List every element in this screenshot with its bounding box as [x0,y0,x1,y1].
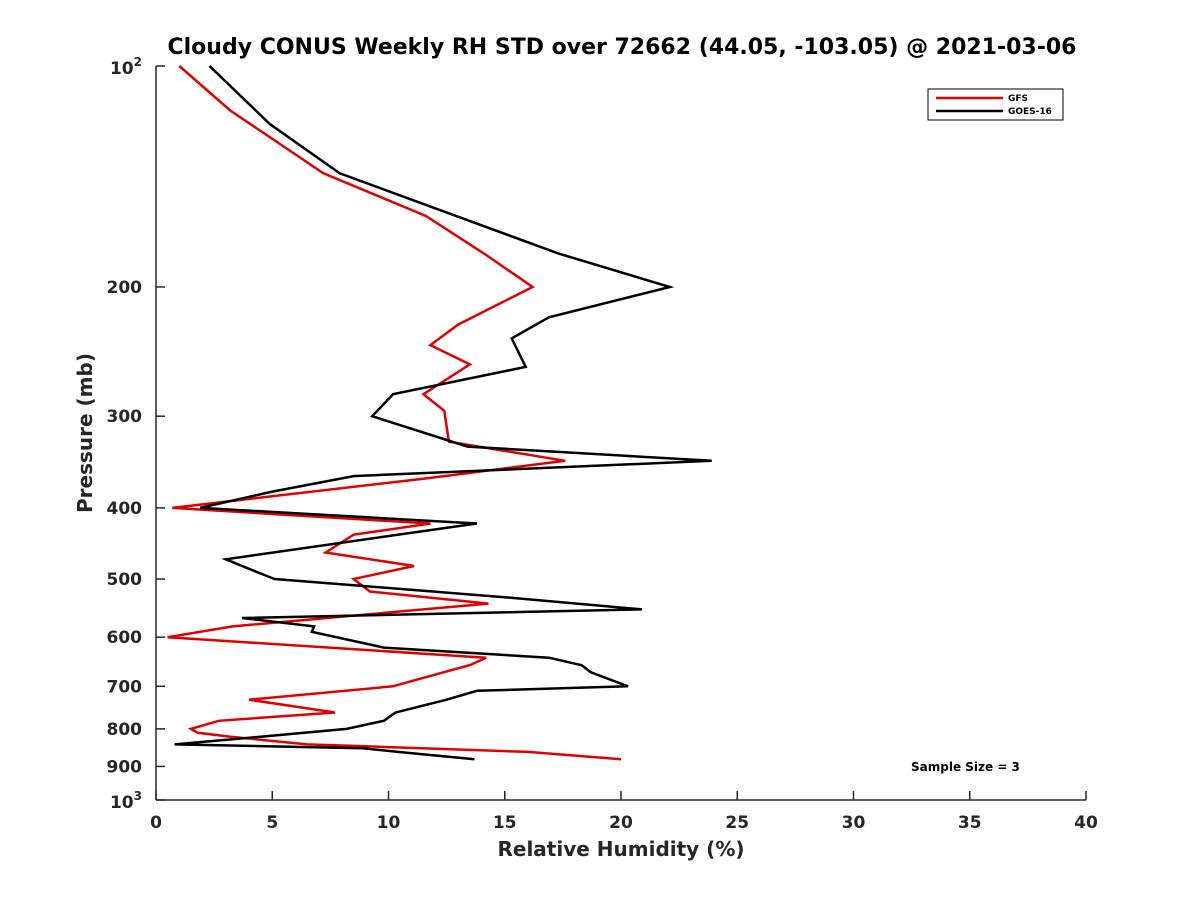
x-tick-label: 10 [377,813,401,833]
y-tick-label: 400 [107,499,143,519]
series-line-goes16 [174,65,712,761]
legend: GFS GOES-16 [927,88,1064,121]
x-tick-label: 5 [266,813,278,833]
y-axis-label: Pressure (mb) [73,353,97,513]
y-tick-label: 700 [107,677,143,697]
y-tick-label: 800 [107,720,143,740]
y-tick-label: 500 [107,570,143,590]
plot-area: 0 5 10 15 20 25 30 35 40 200 300 400 500 600 700 800 90… [107,55,1098,833]
y-tick-label: 300 [107,407,143,427]
x-tick-label: 0 [150,813,162,833]
x-tick-label: 25 [725,813,749,833]
y-tick-label: 103 [110,789,142,813]
x-tick-label: 30 [842,813,866,833]
y-tick-label: 102 [110,55,142,79]
series-line-gfs [167,65,622,761]
y-tick-label: 600 [107,628,143,648]
legend-label-gfs: GFS [1008,94,1028,104]
x-tick-label: 35 [958,813,982,833]
y-tick-label: 900 [107,757,143,777]
sample-size-annotation: Sample Size = 3 [911,760,1020,774]
series-layer [167,65,712,761]
legend-label-goes16: GOES-16 [1008,107,1052,117]
legend-box [927,88,1064,121]
x-axis-ticks: 0 5 10 15 20 25 30 35 40 [150,791,1098,833]
chart-title: Cloudy CONUS Weekly RH STD over 72662 (4… [168,35,1077,60]
x-tick-label: 20 [609,813,633,833]
y-tick-label: 200 [107,278,143,298]
x-axis-label: Relative Humidity (%) [497,837,744,861]
x-tick-label: 15 [493,813,517,833]
x-tick-label: 40 [1074,813,1098,833]
y-axis-ticks: 200 300 400 500 600 700 800 900 102 103 [107,55,165,813]
